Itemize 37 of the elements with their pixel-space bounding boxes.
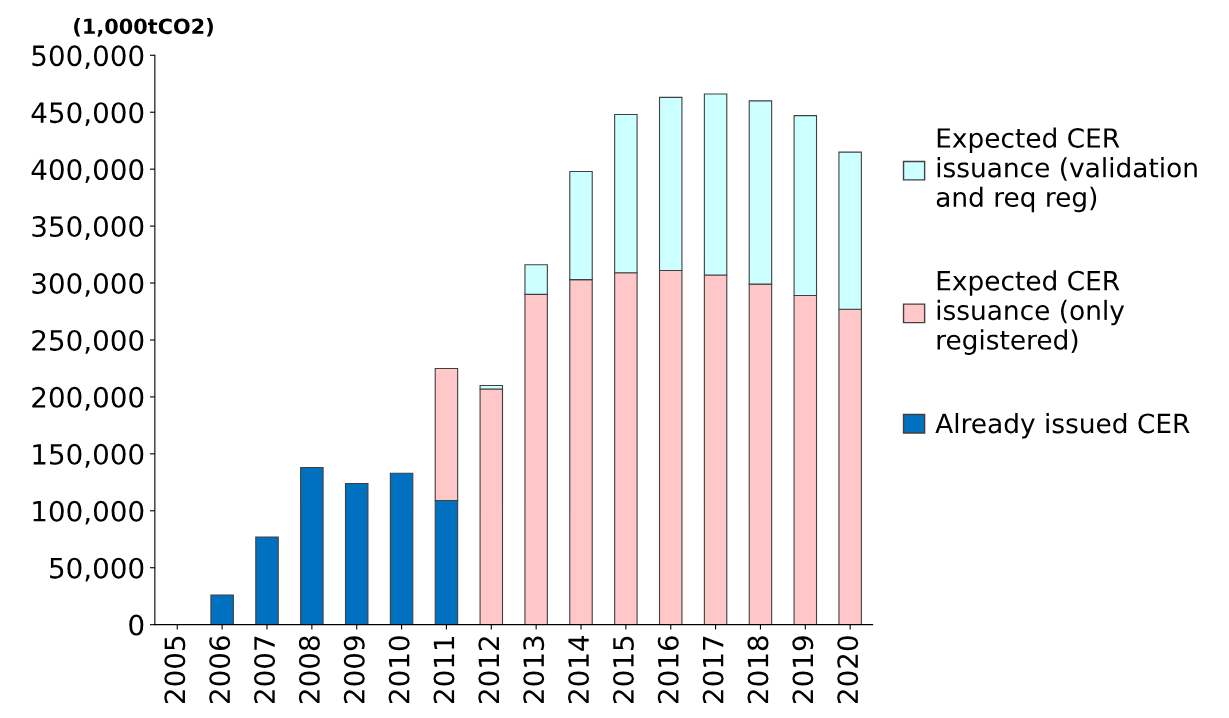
bar <box>344 482 369 625</box>
legend-label: Already issued CER <box>935 412 1190 439</box>
y-tick-label: 0 <box>129 614 144 636</box>
bar <box>300 466 324 625</box>
y-tick-label: 300,000 <box>32 272 144 297</box>
x-tick-label: 2019 <box>792 636 814 704</box>
bar <box>389 472 414 625</box>
x-tick-label: 2009 <box>343 636 365 704</box>
x-tick-label: 2020 <box>837 636 859 704</box>
x-tick-label: 2005 <box>164 636 186 704</box>
x-tick-label: 2006 <box>209 636 231 704</box>
x-tick-label: 2012 <box>478 637 500 704</box>
y-tick-label: 400,000 <box>31 159 144 183</box>
x-tick-label: 2007 <box>254 636 276 704</box>
bar <box>255 536 279 625</box>
x-tick-label: 2016 <box>657 636 679 704</box>
x-tick-label: 2017 <box>702 636 724 704</box>
legend-label: Expected CER issuance (validation and req reg) <box>936 127 1197 213</box>
y-tick-label: 50,000 <box>50 557 144 582</box>
x-tick-label: 2011 <box>433 636 455 704</box>
y-tick-label: 350,000 <box>32 216 144 240</box>
x-tick-label: 2018 <box>747 636 769 704</box>
y-tick-label: 200,000 <box>32 386 144 411</box>
x-tick-label: 2010 <box>388 636 410 704</box>
y-tick-label: 150,000 <box>33 443 144 468</box>
bar <box>479 388 504 625</box>
bar <box>210 594 234 625</box>
x-tick-label: 2015 <box>612 636 634 704</box>
y-tick-label: 100,000 <box>33 500 144 525</box>
y-tick-label: 500,000 <box>32 45 144 70</box>
x-tick-label: 2013 <box>523 636 545 704</box>
legend-label: Expected CER issuance (only registered) <box>937 270 1125 355</box>
y-tick-label: 250,000 <box>32 329 144 354</box>
x-tick-label: 2008 <box>298 636 320 704</box>
x-tick-label: 2014 <box>568 635 590 704</box>
y-axis-title: (1,000tCO2) <box>74 18 213 37</box>
y-tick-label: 450,000 <box>31 102 144 127</box>
